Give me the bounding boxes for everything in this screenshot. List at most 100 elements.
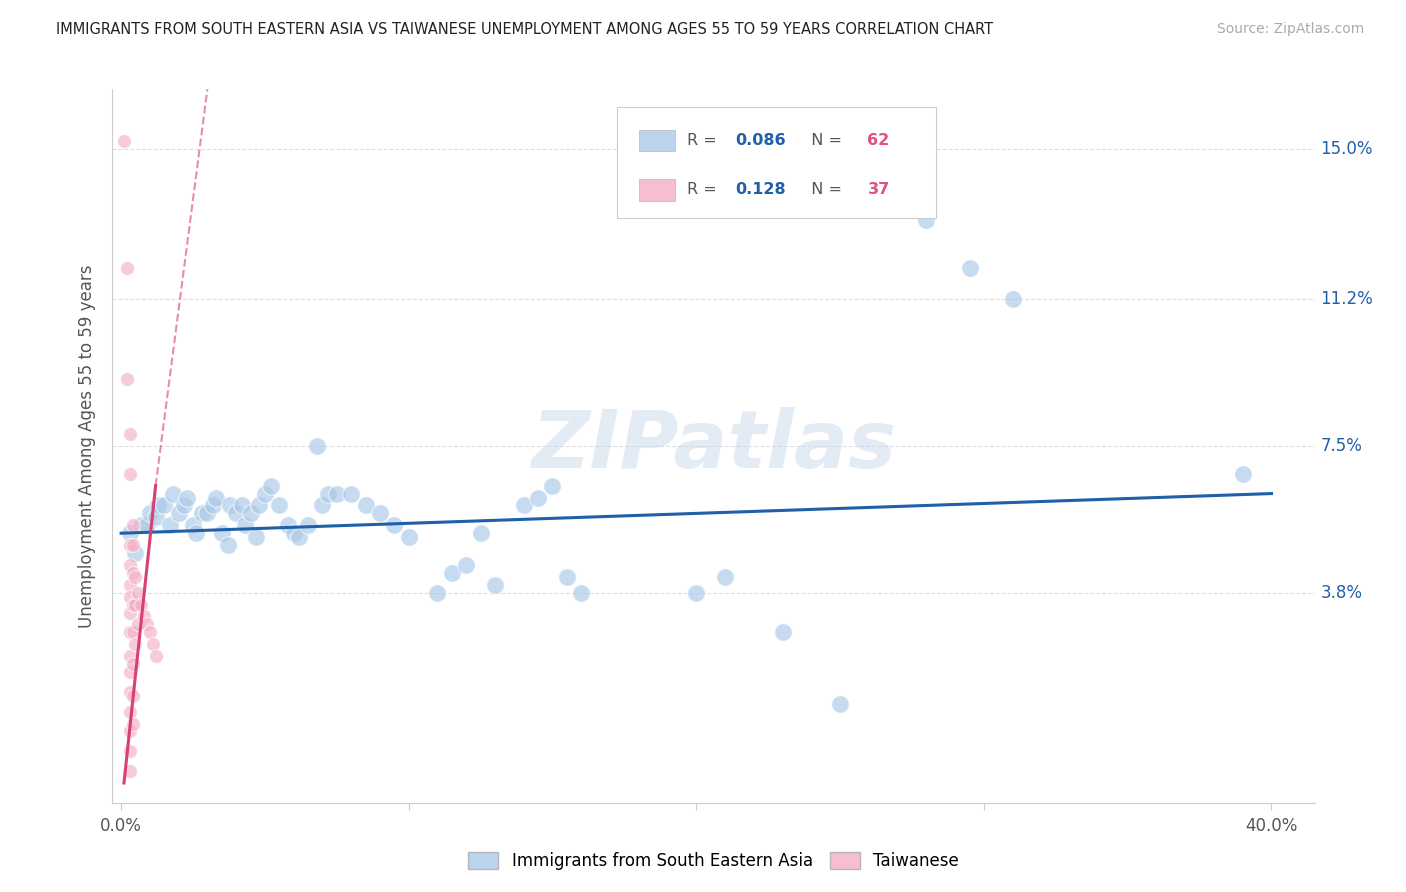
Point [115,260,138,275]
Point [233,518,256,533]
Point [541,478,564,492]
Point [121,689,143,703]
Text: 62: 62 [868,133,890,148]
Point [398,530,420,544]
Point [132,609,156,624]
Point [456,558,478,572]
Text: N =: N = [801,183,848,197]
Point [121,716,143,731]
Text: N =: N = [801,133,848,148]
Point [340,486,363,500]
Point [470,526,492,541]
Point [217,538,239,552]
Point [828,697,851,711]
Point [513,499,536,513]
Text: 0.086: 0.086 [735,133,786,148]
FancyBboxPatch shape [638,129,675,151]
Point [136,518,159,533]
Point [382,518,405,533]
Point [569,585,592,599]
Point [148,499,170,513]
Point [127,617,149,632]
Text: 0.128: 0.128 [735,183,786,197]
Point [121,625,143,640]
Point [121,538,143,552]
Point [121,518,143,533]
Point [245,530,267,544]
Point [124,570,146,584]
Point [129,518,152,533]
Point [124,637,146,651]
Text: 11.2%: 11.2% [1320,290,1374,309]
Point [118,705,141,719]
Point [253,486,276,500]
Legend: Immigrants from South Eastern Asia, Taiwanese: Immigrants from South Eastern Asia, Taiw… [461,845,966,877]
Point [112,134,135,148]
Text: 7.5%: 7.5% [1320,437,1362,455]
Point [153,499,176,513]
Point [173,499,195,513]
Point [305,439,328,453]
Point [1232,467,1254,481]
Point [145,649,167,664]
Point [121,657,143,671]
Point [527,491,550,505]
Point [145,510,167,524]
Point [190,507,212,521]
Point [219,499,242,513]
Point [326,486,349,500]
Point [184,526,207,541]
Point [162,486,184,500]
Point [118,606,141,620]
Point [115,371,138,385]
Point [118,625,141,640]
Text: R =: R = [688,133,721,148]
Text: 3.8%: 3.8% [1320,583,1362,602]
Point [269,499,291,513]
Point [354,499,377,513]
Text: IMMIGRANTS FROM SOUTH EASTERN ASIA VS TAIWANESE UNEMPLOYMENT AMONG AGES 55 TO 59: IMMIGRANTS FROM SOUTH EASTERN ASIA VS TA… [56,22,994,37]
Point [118,685,141,699]
Point [316,486,339,500]
Point [259,478,281,492]
Point [118,764,141,778]
Point [118,744,141,758]
Point [139,507,162,521]
Point [118,590,141,604]
Point [297,518,319,533]
Point [118,649,141,664]
Point [136,617,159,632]
Point [118,526,141,541]
Point [368,507,391,521]
Point [118,427,141,442]
Y-axis label: Unemployment Among Ages 55 to 59 years: Unemployment Among Ages 55 to 59 years [77,264,96,628]
Text: 15.0%: 15.0% [1320,140,1374,158]
Point [118,724,141,739]
Point [139,625,162,640]
Point [915,213,938,227]
Text: ZIPatlas: ZIPatlas [531,407,896,485]
Point [959,260,981,275]
Point [118,467,141,481]
Point [118,538,141,552]
Point [555,570,578,584]
Point [118,665,141,679]
Point [772,625,794,640]
Point [124,598,146,612]
Point [225,507,247,521]
FancyBboxPatch shape [638,179,675,201]
Text: 37: 37 [868,183,890,197]
Text: R =: R = [688,183,721,197]
Point [129,598,152,612]
Point [685,585,707,599]
Point [211,526,233,541]
Point [159,518,181,533]
Point [283,526,305,541]
Point [239,507,262,521]
Point [247,499,270,513]
Text: Source: ZipAtlas.com: Source: ZipAtlas.com [1216,22,1364,37]
Point [127,585,149,599]
FancyBboxPatch shape [617,107,936,218]
Point [426,585,449,599]
Point [205,491,228,505]
